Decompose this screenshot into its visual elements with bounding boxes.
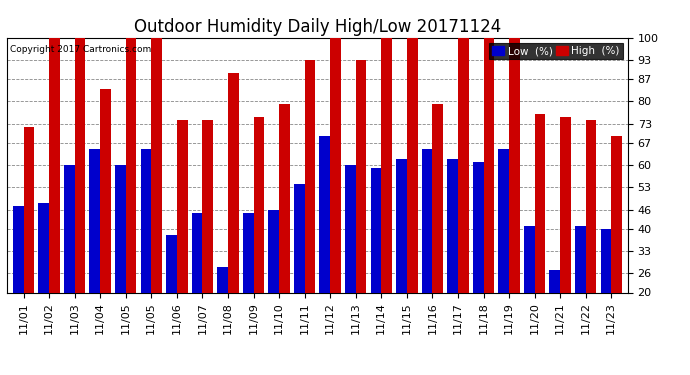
Bar <box>49 38 60 356</box>
Bar <box>549 270 560 356</box>
Bar <box>253 117 264 356</box>
Bar <box>458 38 469 356</box>
Bar <box>39 203 49 356</box>
Bar <box>243 213 253 356</box>
Bar <box>433 104 443 356</box>
Bar <box>382 38 392 356</box>
Bar <box>356 60 366 356</box>
Bar <box>90 149 100 356</box>
Bar <box>535 114 545 356</box>
Bar <box>217 267 228 356</box>
Bar <box>100 88 111 356</box>
Bar <box>319 136 331 356</box>
Bar <box>345 165 356 356</box>
Bar <box>407 38 417 356</box>
Bar <box>524 226 535 356</box>
Bar <box>13 206 23 356</box>
Bar <box>371 168 382 356</box>
Bar <box>484 38 494 356</box>
Bar <box>422 149 433 356</box>
Bar <box>64 165 75 356</box>
Title: Outdoor Humidity Daily High/Low 20171124: Outdoor Humidity Daily High/Low 20171124 <box>134 18 501 36</box>
Bar <box>611 136 622 356</box>
Bar <box>560 117 571 356</box>
Bar <box>268 210 279 356</box>
Bar <box>23 127 34 356</box>
Bar <box>115 165 126 356</box>
Bar <box>126 38 137 356</box>
Bar <box>396 159 407 356</box>
Bar <box>141 149 151 356</box>
Bar <box>331 38 341 356</box>
Bar <box>304 60 315 356</box>
Bar <box>575 226 586 356</box>
Bar <box>192 213 202 356</box>
Bar <box>177 120 188 356</box>
Bar <box>151 38 162 356</box>
Bar <box>75 38 86 356</box>
Bar <box>586 120 596 356</box>
Bar <box>294 184 304 356</box>
Bar <box>202 120 213 356</box>
Bar <box>228 73 239 356</box>
Legend: Low  (%), High  (%): Low (%), High (%) <box>489 43 622 59</box>
Bar <box>166 235 177 356</box>
Bar <box>600 229 611 356</box>
Text: Copyright 2017 Cartronics.com: Copyright 2017 Cartronics.com <box>10 45 151 54</box>
Bar <box>279 104 290 356</box>
Bar <box>473 162 484 356</box>
Bar <box>447 159 458 356</box>
Bar <box>509 38 520 356</box>
Bar <box>498 149 509 356</box>
